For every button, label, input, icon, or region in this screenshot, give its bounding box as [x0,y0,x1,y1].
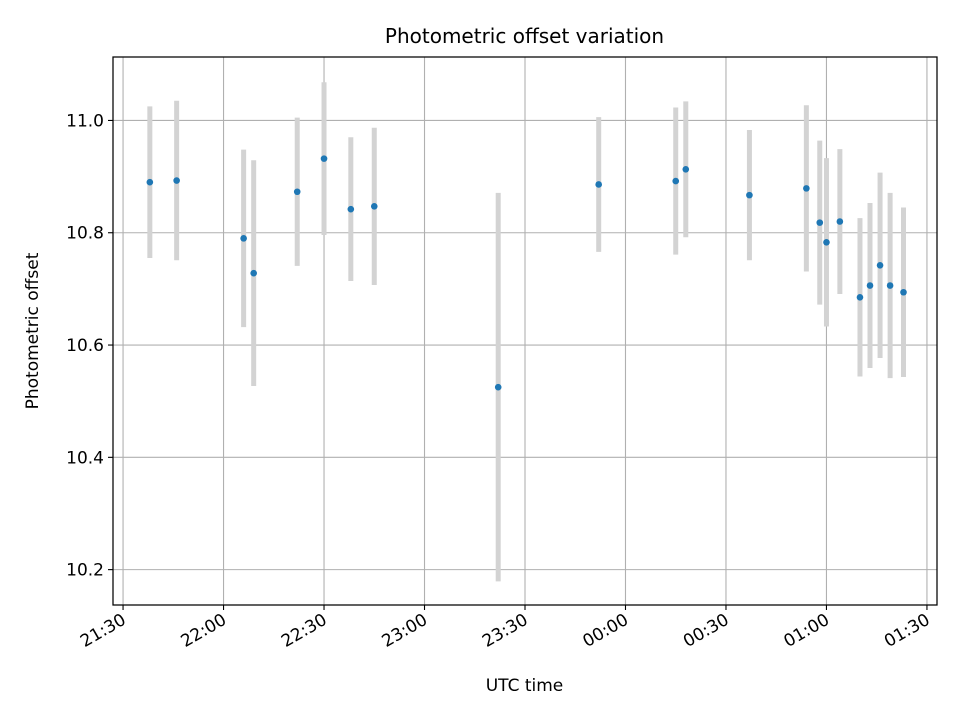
data-point [672,177,680,185]
x-tick-label: 23:30 [479,610,531,652]
y-tick-label: 10.4 [66,448,104,468]
data-point [803,185,810,192]
x-tick-label: 00:30 [680,610,732,652]
x-axis-label: UTC time [486,676,564,696]
error-bars [147,82,907,582]
x-tick-label: 23:00 [379,610,431,652]
x-tick-label: 22:30 [278,610,330,652]
y-tick-label: 10.8 [66,224,104,244]
data-point [866,282,874,289]
x-axis: 21:30 22:00 22:30 23:00 23:30 00:00 00:30 01:00… [77,605,933,652]
data-point [682,165,690,173]
y-tick-label: 11.0 [66,111,104,131]
x-tick-label: 21:30 [77,610,129,652]
data-point [347,205,355,213]
data-point [146,178,154,186]
y-tick-label: 10.6 [66,336,104,356]
x-tick-label: 01:30 [881,610,933,652]
y-axis-label: Photometric offset [23,252,43,409]
data-point [856,294,864,301]
data-point [173,177,180,184]
data-point [816,219,824,226]
y-tick-label: 10.2 [66,561,104,581]
data-point [240,235,247,242]
data-point [370,203,378,210]
data-point [494,383,502,391]
chart-title: Photometric offset variation [385,24,664,48]
data-points [146,155,907,391]
data-point [876,262,884,269]
data-point [250,269,257,277]
data-point [746,191,753,199]
x-tick-label: 22:00 [178,610,230,652]
data-point [823,238,830,246]
data-point [900,288,907,296]
x-tick-label: 01:00 [781,610,833,652]
x-tick-label: 00:00 [580,610,632,652]
data-point [836,218,844,225]
grid [113,57,937,605]
data-point [886,282,894,289]
data-point [320,155,328,162]
y-axis: 10.2 10.4 10.6 10.8 11.0 [66,111,113,581]
data-point [595,181,602,188]
data-point [293,188,301,196]
